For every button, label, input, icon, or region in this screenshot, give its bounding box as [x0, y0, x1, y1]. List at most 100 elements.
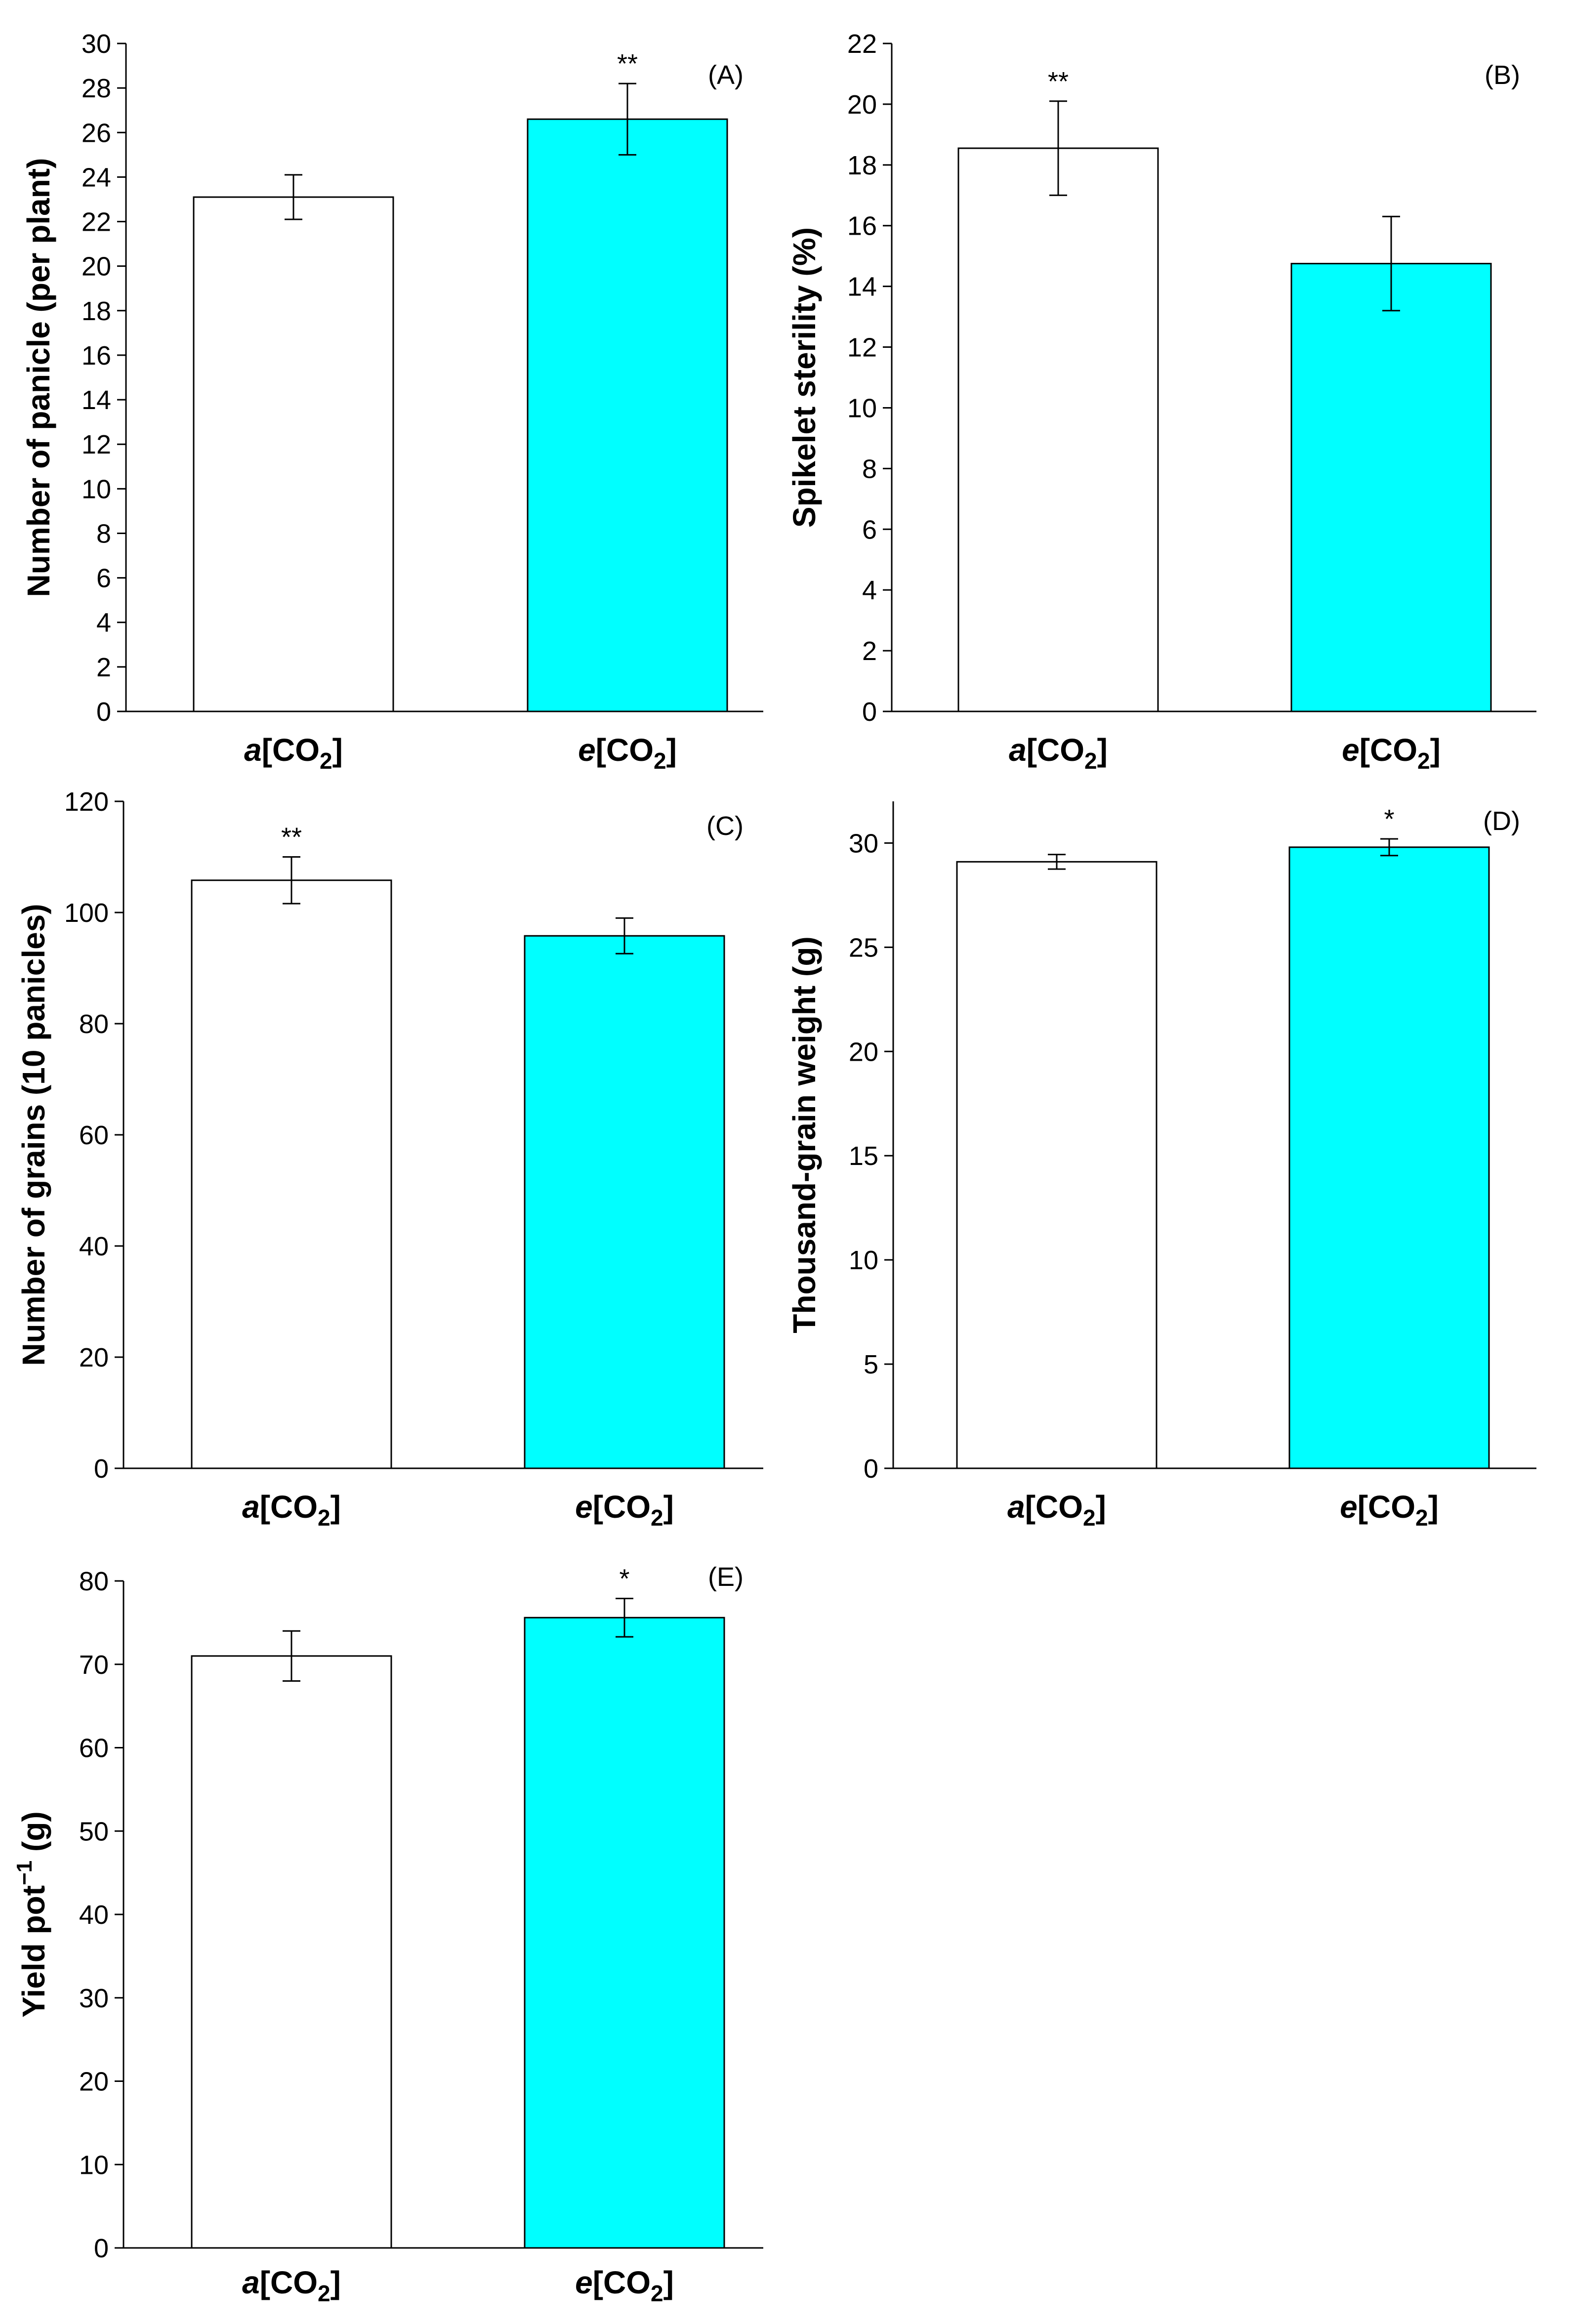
- y-tick-label: 60: [79, 1120, 109, 1150]
- category-label: e[CO2]: [1342, 732, 1441, 774]
- significance-marker: **: [617, 49, 638, 79]
- category-label-text: [CO: [1025, 1489, 1083, 1525]
- category-label-bracket: ]: [663, 2265, 674, 2300]
- category-label-prefix: e: [1342, 732, 1360, 768]
- y-tick-label: 5: [864, 1350, 878, 1379]
- category-label: a[CO2]: [244, 732, 343, 774]
- category-label-subscript: 2: [1083, 1505, 1096, 1531]
- category-label-text: [CO: [1358, 1489, 1415, 1525]
- category-label-prefix: e: [575, 2265, 593, 2300]
- bar-elevated-co2: [524, 935, 725, 1469]
- y-tick-label: 120: [64, 787, 109, 817]
- y-tick-label: 14: [847, 272, 877, 302]
- bar-elevated-co2: [524, 1617, 725, 2249]
- category-label-bracket: ]: [663, 1489, 674, 1525]
- y-tick-label: 4: [862, 576, 877, 605]
- bar-ambient-co2: [193, 196, 394, 712]
- y-axis-title: Number of grains (10 panicles): [16, 904, 51, 1366]
- category-label-bracket: ]: [1097, 732, 1108, 768]
- category-label-subscript: 2: [1415, 1505, 1428, 1531]
- y-tick-label: 20: [79, 1343, 109, 1372]
- y-tick-label: 0: [864, 1454, 878, 1484]
- y-tick-label: 12: [82, 430, 111, 459]
- category-label-subscript: 2: [654, 748, 666, 774]
- category-label-prefix: e: [575, 1489, 593, 1525]
- significance-marker: *: [1384, 804, 1394, 834]
- bar-elevated-co2: [527, 118, 728, 712]
- category-label-bracket: ]: [1430, 732, 1441, 768]
- y-tick-label: 80: [79, 1009, 109, 1039]
- y-tick-label: 20: [849, 1037, 878, 1067]
- category-label: e[CO2]: [1340, 1489, 1439, 1531]
- category-label-bracket: ]: [332, 732, 343, 768]
- category-label-subscript: 2: [1084, 748, 1097, 774]
- y-tick-label: 40: [79, 1232, 109, 1261]
- category-label-subscript: 2: [1417, 748, 1430, 774]
- y-tick-label: 4: [96, 608, 111, 638]
- category-label-prefix: a: [1007, 1489, 1025, 1525]
- y-tick-label: 10: [847, 393, 877, 423]
- y-tick-label: 6: [862, 515, 877, 544]
- category-label-bracket: ]: [331, 2265, 341, 2300]
- category-label-prefix: e: [1340, 1489, 1358, 1525]
- y-tick-label: 80: [79, 1567, 109, 1596]
- y-tick-label: 0: [862, 697, 877, 727]
- bar-ambient-co2: [191, 879, 392, 1469]
- significance-marker: **: [1048, 67, 1069, 96]
- y-tick-label: 2: [96, 653, 111, 682]
- y-tick-label: 0: [94, 2234, 109, 2263]
- category-label-text: [CO: [593, 2265, 651, 2300]
- category-label: a[CO2]: [242, 1489, 341, 1531]
- y-axis-title-main: Yield pot: [16, 1885, 51, 2018]
- panel-label: (A): [708, 60, 744, 90]
- significance-marker: **: [281, 823, 302, 852]
- category-label-text: [CO: [262, 732, 320, 768]
- category-label-text: [CO: [260, 2265, 318, 2300]
- y-tick-label: 14: [82, 385, 111, 415]
- category-label-prefix: e: [578, 732, 596, 768]
- category-label-text: [CO: [593, 1489, 651, 1525]
- panel-label: (B): [1485, 60, 1520, 90]
- y-tick-label: 16: [82, 341, 111, 371]
- y-tick-label: 60: [79, 1734, 109, 1763]
- y-tick-label: 18: [82, 296, 111, 326]
- y-tick-label: 12: [847, 333, 877, 363]
- category-label-prefix: a: [242, 2265, 260, 2300]
- bar-ambient-co2: [957, 147, 1159, 712]
- y-tick-label: 50: [79, 1817, 109, 1846]
- y-tick-label: 30: [82, 29, 111, 59]
- category-label-subscript: 2: [318, 1505, 331, 1531]
- category-label: e[CO2]: [578, 732, 677, 774]
- category-label-prefix: a: [244, 732, 262, 768]
- bar-ambient-co2: [191, 1655, 392, 2249]
- bar-ambient-co2: [956, 861, 1158, 1469]
- y-tick-label: 22: [847, 29, 877, 59]
- category-label-prefix: a: [242, 1489, 260, 1525]
- y-tick-label: 6: [96, 564, 111, 593]
- y-axis-title: Spikelet sterility (%): [786, 227, 822, 528]
- y-axis-title: Thousand-grain weight (g): [786, 936, 822, 1333]
- y-tick-label: 0: [94, 1454, 109, 1484]
- y-tick-label: 15: [849, 1141, 878, 1171]
- y-tick-label: 10: [849, 1245, 878, 1275]
- y-tick-label: 16: [847, 211, 877, 241]
- y-tick-label: 20: [79, 2067, 109, 2097]
- category-label-subscript: 2: [651, 1505, 663, 1531]
- y-tick-label: 22: [82, 208, 111, 237]
- y-tick-label: 26: [82, 118, 111, 148]
- category-label-bracket: ]: [331, 1489, 341, 1525]
- category-label-text: [CO: [260, 1489, 318, 1525]
- y-tick-label: 10: [79, 2150, 109, 2180]
- category-label-text: [CO: [596, 732, 654, 768]
- y-tick-label: 28: [82, 74, 111, 103]
- panel-label: (C): [706, 811, 744, 841]
- bar-elevated-co2: [1288, 846, 1490, 1469]
- y-tick-label: 100: [64, 898, 109, 928]
- significance-marker: *: [619, 1564, 629, 1593]
- bar-elevated-co2: [1290, 263, 1492, 712]
- panel-c-grain-number: 0 20 40 60 80 100 120 Number of grains (10 pani…: [16, 787, 763, 1531]
